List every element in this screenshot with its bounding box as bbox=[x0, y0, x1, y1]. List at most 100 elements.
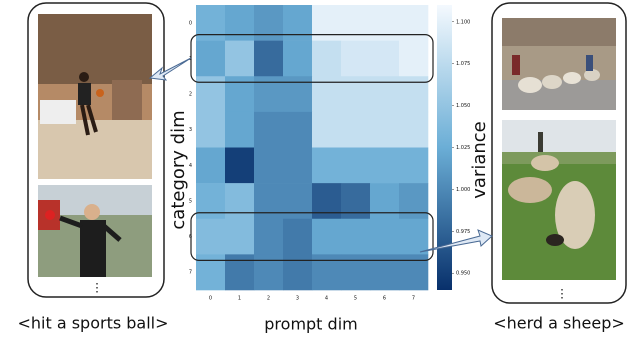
x-tick-label: 3 bbox=[296, 296, 299, 302]
heatmap-cell bbox=[196, 254, 225, 290]
heatmap-cell bbox=[225, 5, 254, 41]
heatmap-cell bbox=[370, 41, 399, 77]
heatmap-cell bbox=[283, 112, 312, 148]
heatmap-cell bbox=[225, 183, 254, 219]
x-tick-label: 6 bbox=[383, 296, 386, 302]
heatmap-cell bbox=[225, 254, 254, 290]
heatmap-cell bbox=[254, 148, 283, 184]
heatmap-cell bbox=[196, 183, 225, 219]
photo-basketball bbox=[38, 14, 152, 179]
heatmap-cell bbox=[225, 112, 254, 148]
heatmap: 01234567012345671.1001.0751.0501.0251.00… bbox=[189, 5, 471, 302]
heatmap-cell bbox=[283, 219, 312, 255]
heatmap-cell bbox=[399, 5, 428, 41]
heatmap-cell bbox=[312, 5, 341, 41]
y-axis-label: category dim bbox=[168, 110, 189, 229]
heatmap-cell bbox=[370, 76, 399, 112]
heatmap-cell bbox=[341, 254, 370, 290]
heatmap-cell bbox=[312, 76, 341, 112]
colorbar-tick-label: 0.950 bbox=[456, 271, 470, 277]
heatmap-cell bbox=[399, 219, 428, 255]
heatmap-cell bbox=[283, 254, 312, 290]
heatmap-cell bbox=[312, 219, 341, 255]
heatmap-cell bbox=[399, 41, 428, 77]
y-tick-label: 2 bbox=[189, 92, 192, 98]
heatmap-cell bbox=[312, 148, 341, 184]
heatmap-cell bbox=[196, 5, 225, 41]
heatmap-cell bbox=[341, 219, 370, 255]
colorbar-label: variance bbox=[469, 121, 490, 199]
heatmap-cell bbox=[283, 5, 312, 41]
heatmap-cell bbox=[196, 76, 225, 112]
heatmap-cell bbox=[370, 254, 399, 290]
x-tick-label: 4 bbox=[325, 296, 328, 302]
heatmap-cell bbox=[341, 112, 370, 148]
photo-sheep-street bbox=[502, 18, 616, 110]
colorbar-tick-label: 0.975 bbox=[456, 229, 470, 235]
x-tick-label: 5 bbox=[354, 296, 357, 302]
heatmap-cell bbox=[341, 76, 370, 112]
heatmap-cell bbox=[399, 254, 428, 290]
heatmap-cell bbox=[341, 148, 370, 184]
heatmap-cell bbox=[225, 76, 254, 112]
x-tick-label: 1 bbox=[238, 296, 241, 302]
colorbar-tick-label: 1.000 bbox=[456, 187, 470, 193]
heatmap-cell bbox=[399, 148, 428, 184]
heatmap-cell bbox=[283, 76, 312, 112]
caption: <herd a sheep> bbox=[493, 314, 625, 333]
heatmap-cell bbox=[254, 41, 283, 77]
y-tick-label: 7 bbox=[189, 270, 192, 276]
heatmap-cell bbox=[254, 254, 283, 290]
heatmap-cell bbox=[196, 112, 225, 148]
heatmap-cell bbox=[341, 183, 370, 219]
y-tick-label: 0 bbox=[189, 20, 192, 26]
arrow bbox=[150, 58, 191, 80]
colorbar-tick-label: 1.100 bbox=[456, 19, 470, 25]
x-tick-label: 2 bbox=[267, 296, 270, 302]
heatmap-cell bbox=[196, 148, 225, 184]
figure: ⋮ <hit a sports ball> ⋮ <herd a sheep> p… bbox=[0, 0, 634, 339]
heatmap-cell bbox=[196, 219, 225, 255]
heatmap-cell bbox=[399, 183, 428, 219]
heatmap-cell bbox=[283, 183, 312, 219]
heatmap-cell bbox=[283, 148, 312, 184]
heatmap-cell bbox=[370, 5, 399, 41]
photo-pingpong bbox=[38, 185, 152, 277]
heatmap-cell bbox=[312, 41, 341, 77]
page: {"chart_data": {"type": "heatmap", "xlab… bbox=[0, 0, 634, 339]
y-tick-label: 5 bbox=[189, 198, 192, 204]
heatmap-cell bbox=[283, 41, 312, 77]
heatmap-cell bbox=[370, 148, 399, 184]
heatmap-cell bbox=[254, 112, 283, 148]
heatmap-cell bbox=[312, 183, 341, 219]
x-axis-label: prompt dim bbox=[264, 315, 357, 334]
heatmap-cell bbox=[370, 112, 399, 148]
heatmap-cell bbox=[254, 76, 283, 112]
heatmap-cell bbox=[312, 112, 341, 148]
heatmap-cell bbox=[254, 219, 283, 255]
x-tick-label: 7 bbox=[412, 296, 415, 302]
y-tick-label: 4 bbox=[189, 163, 192, 169]
heatmap-cell bbox=[254, 5, 283, 41]
heatmap-cell bbox=[312, 254, 341, 290]
heatmap-cell bbox=[399, 112, 428, 148]
heatmap-cell bbox=[196, 41, 225, 77]
heatmap-cell bbox=[225, 148, 254, 184]
heatmap-cell bbox=[370, 219, 399, 255]
x-tick-label: 0 bbox=[209, 296, 212, 302]
heatmap-cell bbox=[225, 219, 254, 255]
photo-sheep-field bbox=[502, 120, 616, 280]
more-dots: ⋮ bbox=[556, 287, 568, 301]
heatmap-cell bbox=[341, 41, 370, 77]
heatmap-cell bbox=[399, 76, 428, 112]
y-tick-label: 3 bbox=[189, 127, 192, 133]
heatmap-cell bbox=[254, 183, 283, 219]
colorbar-tick-label: 1.075 bbox=[456, 61, 470, 67]
heatmap-cell bbox=[225, 41, 254, 77]
heatmap-cell bbox=[341, 5, 370, 41]
colorbar-tick-label: 1.050 bbox=[456, 103, 470, 109]
heatmap-cell bbox=[370, 183, 399, 219]
more-dots: ⋮ bbox=[91, 281, 103, 295]
caption: <hit a sports ball> bbox=[17, 314, 168, 333]
colorbar-tick-label: 1.025 bbox=[456, 145, 470, 151]
